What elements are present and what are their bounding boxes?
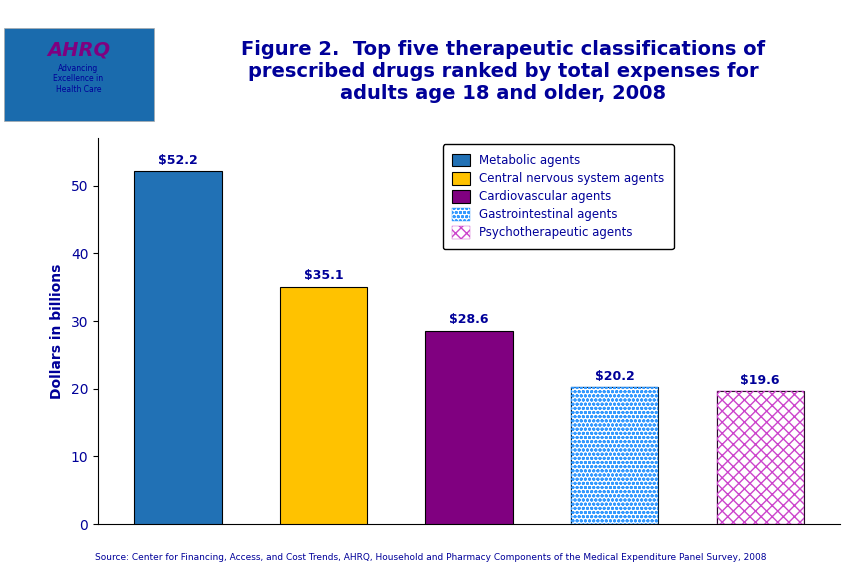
Bar bbox=[570, 388, 658, 524]
Legend: Metabolic agents, Central nervous system agents, Cardiovascular agents, Gastroin: Metabolic agents, Central nervous system… bbox=[442, 144, 673, 249]
Text: $28.6: $28.6 bbox=[449, 313, 488, 327]
Text: $52.2: $52.2 bbox=[158, 154, 198, 166]
Text: $19.6: $19.6 bbox=[740, 374, 779, 388]
Text: Advancing
Excellence in
Health Care: Advancing Excellence in Health Care bbox=[54, 64, 103, 94]
Text: AHRQ: AHRQ bbox=[47, 40, 110, 59]
Bar bbox=[135, 170, 222, 524]
Text: Figure 2.  Top five therapeutic classifications of
prescribed drugs ranked by to: Figure 2. Top five therapeutic classific… bbox=[241, 40, 764, 103]
Bar bbox=[425, 331, 512, 524]
Text: $35.1: $35.1 bbox=[303, 270, 343, 282]
Text: $20.2: $20.2 bbox=[594, 370, 634, 384]
FancyBboxPatch shape bbox=[4, 28, 153, 122]
Bar bbox=[570, 388, 658, 524]
Bar bbox=[279, 286, 367, 524]
Y-axis label: Dollars in billions: Dollars in billions bbox=[49, 263, 64, 399]
Bar bbox=[716, 392, 803, 524]
Text: Source: Center for Financing, Access, and Cost Trends, AHRQ, Household and Pharm: Source: Center for Financing, Access, an… bbox=[95, 553, 766, 562]
Bar bbox=[716, 392, 803, 524]
